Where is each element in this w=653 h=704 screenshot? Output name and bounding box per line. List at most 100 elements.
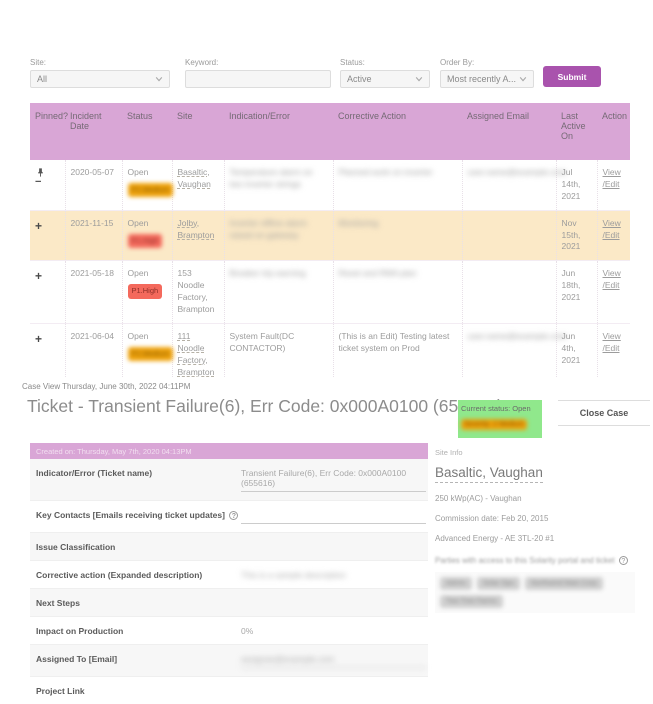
table-row: + 2021-11-15 Open P1.High Jolby, Brampto… [30,210,630,262]
site-name-link[interactable]: Basaltic, Vaughan [435,465,543,483]
indication-error: Breaker trip warning [229,268,306,279]
col-header-indication: Indication/Error [224,103,333,160]
status-filter-group: Status: Active [340,58,430,88]
status-filter-select[interactable]: Active [340,70,430,88]
project-link-label: Project Link [36,686,85,696]
view-link[interactable]: View [602,167,621,177]
pin-plus-icon[interactable]: + [35,269,43,284]
corrective-action: Monitoring [338,217,379,228]
ticket-detail-form: Created on: Thursday, May 7th, 2020 04:1… [30,443,428,704]
severity-badge: P1.High [127,284,163,299]
key-contacts-label-text: Key Contacts [Emails receiving ticket up… [36,510,225,520]
parties-line: Parties with access to this Solarity por… [435,556,643,565]
table-row: + 2021-06-04 Open P2.Medium 111 Noodle F… [30,323,630,378]
status-filter-value: Active [347,74,372,84]
indication-error: Temperature alarm on two inverter string… [229,167,313,189]
view-link[interactable]: View [602,330,621,341]
severity-badge: P1.High [127,233,163,249]
help-icon[interactable]: ? [229,511,239,520]
col-header-action: Action [597,103,630,160]
col-header-corrective: Corrective Action [333,103,462,160]
indicator-label: Indicator/Error (Ticket name) [36,468,153,478]
table-row: + 2021-05-18 Open P1.High 153 Noodle Fac… [30,260,630,324]
submit-button[interactable]: Submit [543,66,601,87]
chevron-down-icon [519,77,527,82]
help-icon[interactable]: ? [618,556,628,565]
site-inverter-model: Advanced Energy - AE 3TL-20 #1 [435,534,555,543]
site-commission-date: Commission date: Feb 20, 2015 [435,514,549,523]
impact-label: Impact on Production [36,626,124,636]
edit-link[interactable]: /Edit [602,229,620,240]
col-header-incident-date: Incident Date [65,103,122,160]
keyword-input[interactable] [192,71,324,87]
orderby-filter-select[interactable]: Most recently A... [440,70,534,88]
severity-badge: P2.Medium [127,346,174,362]
site-link[interactable]: 111 Noodle Factory, Brampton [177,330,215,377]
last-active-on: Jun 4th, 2021 [555,323,597,378]
edit-link[interactable]: /Edit [602,342,620,353]
last-active-on: Jun 18th, 2021 [555,260,597,324]
table-header-row: Pinned? Incident Date Status Site Indica… [30,103,630,160]
incident-date: 2020-05-07 [64,160,122,211]
pin-plus-icon[interactable]: + [35,331,43,346]
site-info-panel: Site Info Basaltic, Vaughan 250 kWp(AC) … [435,448,643,613]
access-chip[interactable]: Two Tree Farms [440,595,503,608]
corrective-action: Planned work on inverter [338,167,433,177]
status-text: Open [127,217,149,228]
pin-plus-icon[interactable]: + [35,218,43,233]
last-active-on: Jul 14th, 2021 [555,160,597,211]
close-case-button[interactable]: Close Case [558,400,650,426]
corrective-action: Reset and RMA plan [338,268,417,279]
indication-error: System Fault(DC CONTACTOR) [229,330,295,353]
keyword-filter-label: Keyword: [185,58,219,67]
access-chip[interactable]: Northwind Main Corp [524,577,603,590]
corrective-action-value[interactable]: This is a sample description [241,570,346,580]
assigned-to-row: Assigned To [Email] assignee@example.com [30,645,428,677]
key-contacts-input[interactable] [241,510,426,524]
orderby-filter-label: Order By: [440,58,475,67]
corrective-action-label: Corrective action (Expanded description) [36,570,203,580]
current-status-box: Current status: Open Severity: 2 Medium [458,400,542,438]
site-filter-group: Site: All [30,58,170,88]
severity-badge: P2.Medium [127,182,174,198]
corrective-action: (This is an Edit) Testing latest ticket … [338,330,450,353]
table-row: − 2020-05-07 Open P2.Medium Basaltic, Va… [30,160,630,211]
parties-text: Parties with access to this Solarity por… [435,556,615,565]
access-chips: Admin Solar Ops Northwind Main Corp Two … [435,572,635,613]
col-header-site: Site [172,103,224,160]
col-header-pinned: Pinned? [30,103,68,160]
indicator-input[interactable]: Transient Failure(6), Err Code: 0x000A01… [241,468,426,492]
keyword-input-wrap [185,70,331,88]
pin-icon[interactable] [35,167,46,178]
assigned-to-input[interactable]: assignee@example.com [241,654,426,668]
case-view-timestamp: Case View Thursday, June 30th, 2022 04:1… [22,382,191,391]
orderby-filter-group: Order By: Most recently A... [440,58,534,88]
impact-value: 0% [241,626,254,636]
access-chip[interactable]: Solar Ops [476,577,520,590]
chevron-down-icon [415,77,423,82]
status-filter-label: Status: [340,58,365,67]
severity-badge: Severity: 2 Medium [461,419,527,430]
orderby-filter-value: Most recently A... [447,74,517,84]
edit-link[interactable]: /Edit [602,178,620,189]
site-filter-select[interactable]: All [30,70,170,88]
edit-link[interactable]: /Edit [602,280,620,291]
access-chip[interactable]: Admin [440,577,472,590]
site-filter-value: All [37,74,48,84]
project-link-row: Project Link [30,677,428,704]
col-header-last-active: Last Active On [556,103,597,160]
view-link[interactable]: View [602,268,621,279]
site-link[interactable]: Basaltic, Vaughan [177,167,211,189]
site-link[interactable]: Jolby, Brampton [177,217,215,240]
view-link[interactable]: View [602,217,621,228]
indicator-row: Indicator/Error (Ticket name) Transient … [30,459,428,501]
col-header-status: Status [122,103,172,160]
created-on-bar: Created on: Thursday, May 7th, 2020 04:1… [30,443,428,459]
next-steps-row: Next Steps [30,589,428,617]
chevron-down-icon [155,77,163,82]
key-contacts-row: Key Contacts [Emails receiving ticket up… [30,501,428,533]
impact-row: Impact on Production 0% [30,617,428,645]
issue-classification-row: Issue Classification [30,533,428,561]
unpin-minus-icon[interactable]: − [35,176,42,188]
col-header-assigned-email: Assigned Email [462,103,556,160]
